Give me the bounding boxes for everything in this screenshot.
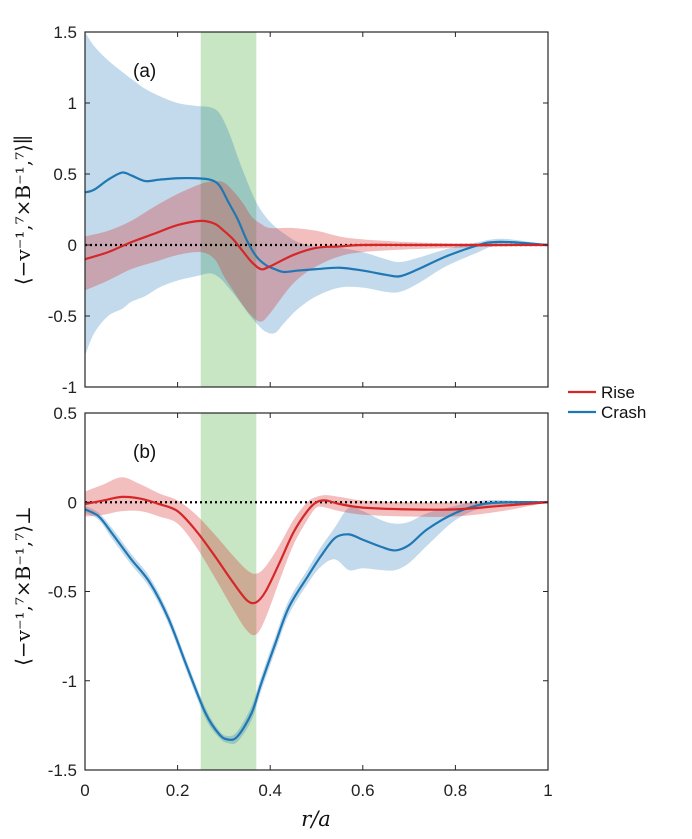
panel-b-xtick-label: 0.4 — [258, 781, 282, 800]
panel-a-rise-band — [85, 180, 548, 322]
panel-b-highlight-band — [200, 413, 257, 770]
panel-b-crash-line — [85, 501, 548, 741]
legend: Rise Crash — [568, 383, 646, 422]
legend-rise-label: Rise — [601, 383, 635, 402]
panel-a-rise-line — [85, 219, 548, 271]
panel-b-rise-band — [85, 477, 548, 636]
panel-b-xtick-label: 0 — [80, 781, 89, 800]
panel-a-ytick-label: -1 — [62, 378, 77, 397]
panel-b-label: (b) — [133, 442, 156, 463]
panel-b-xtick-label: 1 — [543, 781, 552, 800]
ylabel-b: ⟨−v⁻¹,⁷×B⁻¹,⁷⟩⊥ — [11, 506, 35, 666]
ylabel-a-text: ⟨−v⁻¹,⁷×B⁻¹,⁷⟩∥ — [11, 135, 35, 285]
panel-b-ytick-label: -1 — [62, 672, 77, 691]
xlabel: r/a — [301, 807, 331, 831]
panel-a-highlight-band — [200, 32, 257, 387]
ylabel-a: ⟨−v⁻¹,⁷×B⁻¹,⁷⟩∥ — [11, 135, 35, 285]
legend-crash-label: Crash — [601, 403, 646, 422]
panel-a: -1 -0.5 0 0.5 1 1.5 (a) — [48, 23, 549, 397]
panel-a-axes-frame — [84, 31, 549, 388]
panel-b-ytick-label: 0 — [68, 493, 77, 512]
panel-a-ytick-label: 0 — [68, 236, 77, 255]
panel-b-rise-line — [85, 495, 548, 605]
panel-b-xtick-label: 0.2 — [166, 781, 190, 800]
ylabel-b-text: ⟨−v⁻¹,⁷×B⁻¹,⁷⟩⊥ — [11, 506, 35, 666]
panel-a-ytick-label: 1.5 — [53, 23, 77, 42]
panel-a-crash-line — [85, 171, 548, 278]
panel-b-ytick-label: -1.5 — [48, 761, 77, 780]
panel-b: 0 0.2 0.4 0.6 0.8 1 -1.5 -1 -0.5 0 0.5 (b) — [48, 404, 553, 800]
panel-b-plot-area — [85, 413, 548, 770]
panel-a-ytick-label: 0.5 — [53, 165, 77, 184]
panel-a-label: (a) — [133, 61, 156, 82]
panel-b-ytick-label: -0.5 — [48, 583, 77, 602]
panel-a-crash-band — [85, 32, 548, 356]
panel-b-xtick-label: 0.8 — [444, 781, 468, 800]
panel-a-ytick-label: 1 — [68, 94, 77, 113]
panel-b-crash-band — [85, 499, 548, 745]
panel-b-ytick-label: 0.5 — [53, 404, 77, 423]
panel-b-xtick-label: 0.6 — [351, 781, 375, 800]
panel-a-plot-area — [85, 32, 548, 387]
panel-a-ytick-label: -0.5 — [48, 307, 77, 326]
